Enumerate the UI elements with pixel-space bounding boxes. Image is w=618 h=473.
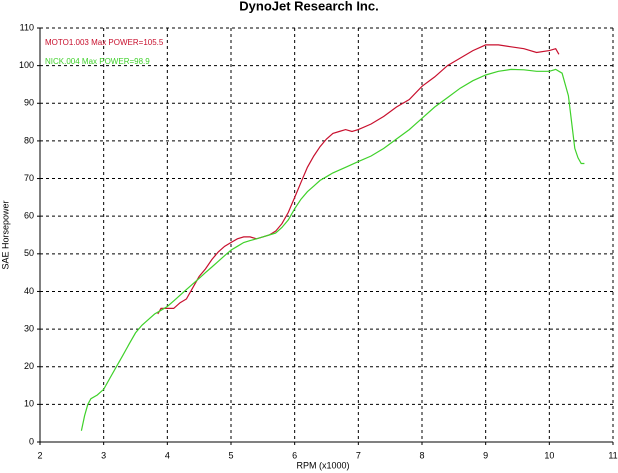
chart-title: DynoJet Research Inc. xyxy=(239,0,378,13)
y-tick-label: 0 xyxy=(29,436,34,446)
x-axis-label: RPM (x1000) xyxy=(296,460,349,470)
x-tick-label: 5 xyxy=(228,450,233,460)
x-tick-label: 9 xyxy=(483,450,488,460)
x-tick-label: 8 xyxy=(419,450,424,460)
x-tick-label: 6 xyxy=(292,450,297,460)
y-tick-label: 40 xyxy=(24,286,34,296)
y-tick-label: 60 xyxy=(24,211,34,221)
x-tick-label: 2 xyxy=(37,450,42,460)
x-tick-label: 3 xyxy=(101,450,106,460)
y-tick-label: 70 xyxy=(24,173,34,183)
x-tick-label: 4 xyxy=(165,450,170,460)
y-tick-label: 20 xyxy=(24,361,34,371)
y-tick-label: 90 xyxy=(24,98,34,108)
y-tick-label: 80 xyxy=(24,135,34,145)
y-axis-label: SAE Horsepower xyxy=(0,200,10,269)
y-tick-label: 110 xyxy=(20,22,34,32)
y-tick-label: 100 xyxy=(19,60,34,70)
line xyxy=(80,68,585,431)
x-tick-label: 11 xyxy=(608,450,617,460)
y-tick-label: 50 xyxy=(24,248,34,258)
legend-label: MOTO1.003 Max POWER=105.5 xyxy=(45,38,164,47)
legend-label: NICK.004 Max POWER=98.9 xyxy=(45,57,150,66)
x-tick-label: 7 xyxy=(356,450,361,460)
x-tick-label: 10 xyxy=(544,450,554,460)
line xyxy=(157,44,560,315)
y-tick-label: 30 xyxy=(24,323,34,333)
y-tick-label: 10 xyxy=(24,399,34,409)
